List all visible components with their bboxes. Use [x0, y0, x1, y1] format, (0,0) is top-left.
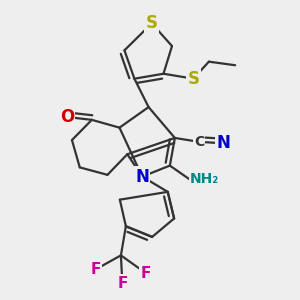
Text: S: S — [187, 70, 199, 88]
Text: F: F — [90, 262, 100, 277]
Text: F: F — [141, 266, 151, 280]
Text: C: C — [194, 135, 204, 149]
Text: O: O — [60, 108, 74, 126]
Text: NH₂: NH₂ — [190, 172, 219, 186]
Text: N: N — [216, 134, 230, 152]
Text: N: N — [135, 168, 149, 186]
Text: F: F — [117, 275, 128, 290]
Text: S: S — [146, 14, 158, 32]
